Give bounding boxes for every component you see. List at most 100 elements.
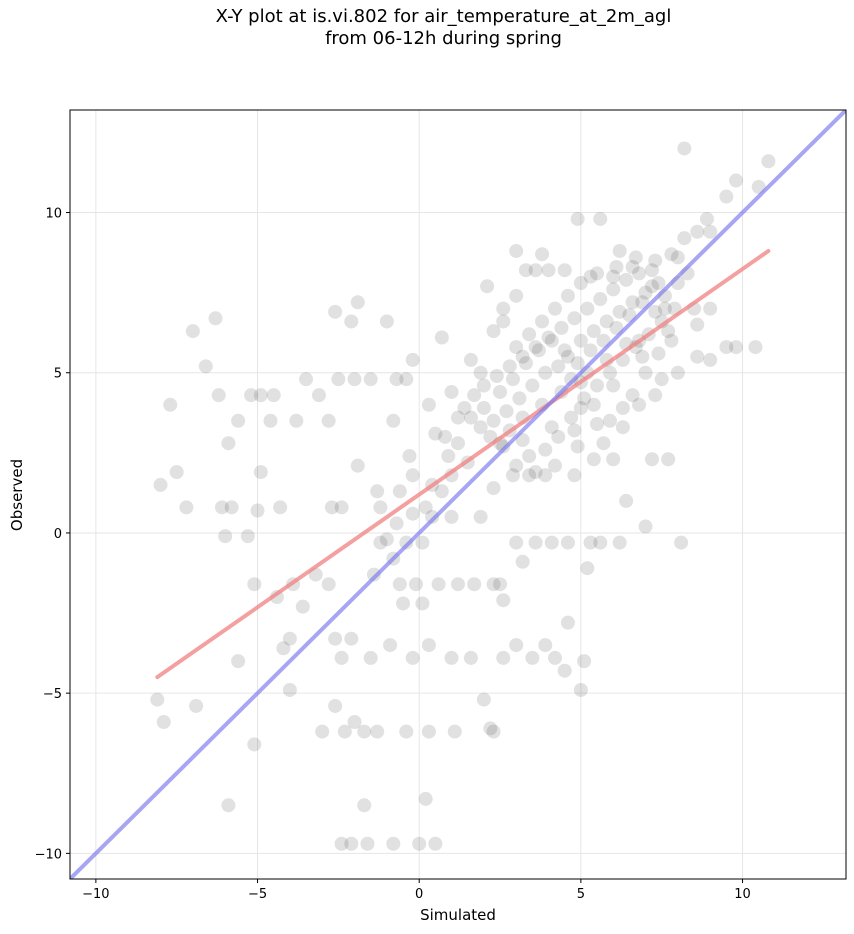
- data-point: [541, 330, 556, 345]
- data-point: [496, 301, 511, 316]
- data-point: [334, 500, 349, 515]
- data-point: [451, 436, 465, 451]
- data-point: [512, 391, 527, 406]
- x-tick-label: 5: [577, 887, 585, 902]
- scatter-points: [150, 141, 776, 851]
- data-point: [590, 417, 605, 432]
- y-tick-label: −10: [35, 847, 62, 862]
- data-point: [405, 352, 420, 367]
- data-point: [357, 724, 372, 739]
- data-point: [632, 397, 647, 412]
- data-point: [483, 721, 498, 736]
- data-point: [418, 500, 433, 515]
- data-point: [628, 250, 643, 265]
- data-point: [163, 397, 178, 412]
- data-point: [638, 519, 653, 534]
- data-point: [729, 173, 744, 188]
- data-point: [486, 724, 501, 739]
- data-point: [405, 468, 420, 483]
- data-point: [703, 224, 718, 239]
- data-point: [635, 349, 650, 364]
- data-point: [551, 429, 566, 444]
- data-point: [273, 500, 288, 515]
- data-point: [457, 400, 472, 415]
- data-point: [651, 276, 666, 291]
- data-point: [612, 304, 627, 319]
- data-point: [240, 529, 255, 544]
- data-point: [444, 384, 459, 399]
- y-tick-label: −5: [43, 687, 62, 702]
- x-tick-label: −10: [82, 887, 109, 902]
- data-point: [444, 509, 459, 524]
- data-point: [451, 577, 465, 592]
- data-point: [337, 724, 352, 739]
- data-point: [567, 423, 582, 438]
- data-point: [360, 836, 375, 851]
- data-point: [441, 449, 456, 464]
- data-point: [567, 468, 582, 483]
- data-point: [463, 410, 478, 425]
- data-point: [699, 211, 714, 226]
- data-point: [557, 663, 572, 678]
- data-point: [321, 577, 336, 592]
- x-tick-label: 0: [415, 887, 423, 902]
- data-point: [528, 340, 543, 355]
- data-point: [612, 535, 627, 550]
- axis-ticks: −10 −5 0 5 10 −10 −5 0 5 10: [35, 207, 751, 902]
- data-point: [509, 243, 524, 258]
- data-point: [421, 724, 436, 739]
- data-point: [331, 372, 346, 387]
- data-point: [528, 535, 543, 550]
- data-point: [328, 698, 343, 713]
- data-point: [480, 279, 495, 294]
- data-point: [690, 224, 705, 239]
- data-point: [538, 638, 553, 653]
- data-point: [612, 243, 627, 258]
- data-point: [548, 458, 562, 473]
- data-point: [586, 324, 601, 339]
- data-point: [224, 500, 239, 515]
- data-point: [509, 340, 524, 355]
- data-point: [315, 724, 330, 739]
- data-point: [218, 529, 233, 544]
- data-point: [525, 378, 540, 393]
- data-point: [522, 468, 537, 483]
- data-point: [573, 276, 588, 291]
- data-point: [476, 692, 491, 707]
- data-point: [625, 295, 640, 310]
- data-point: [654, 372, 669, 387]
- data-point: [551, 359, 566, 374]
- data-point: [379, 532, 394, 547]
- data-point: [253, 388, 268, 403]
- data-point: [392, 484, 407, 499]
- data-point: [344, 631, 359, 646]
- data-point: [421, 638, 436, 653]
- data-point: [373, 500, 388, 515]
- data-point: [703, 352, 718, 367]
- data-point: [476, 400, 491, 415]
- data-point: [499, 404, 514, 419]
- fit-lines: [70, 110, 846, 879]
- data-point: [476, 378, 491, 393]
- data-point: [357, 798, 372, 813]
- data-point: [489, 368, 504, 383]
- data-point: [486, 324, 501, 339]
- data-point: [544, 535, 559, 550]
- data-point: [179, 500, 194, 515]
- data-point: [434, 330, 449, 345]
- data-point: [208, 311, 223, 326]
- data-point: [560, 535, 575, 550]
- chart-title-line-2: from 06-12h during spring: [325, 28, 562, 49]
- data-point: [493, 577, 508, 592]
- data-point: [570, 211, 585, 226]
- data-point: [509, 288, 524, 303]
- data-point: [525, 650, 540, 665]
- data-point: [405, 506, 420, 521]
- data-point: [189, 698, 204, 713]
- data-point: [282, 682, 297, 697]
- data-point: [661, 452, 676, 467]
- data-point: [564, 410, 579, 425]
- data-point: [150, 692, 165, 707]
- data-point: [389, 372, 404, 387]
- data-point: [580, 561, 595, 576]
